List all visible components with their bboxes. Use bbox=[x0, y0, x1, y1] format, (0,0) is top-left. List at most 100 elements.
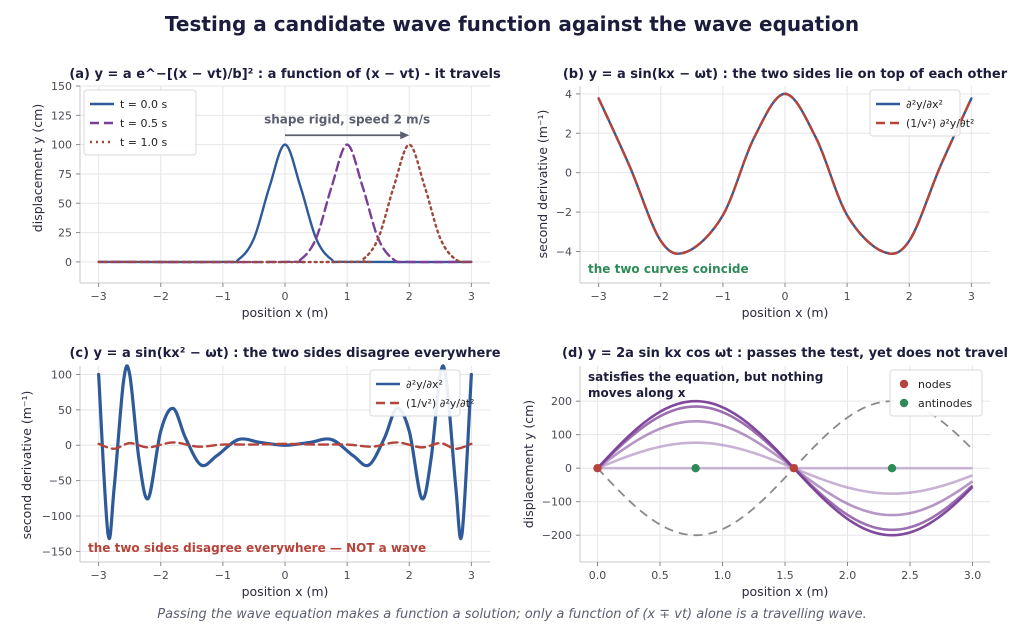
x-tick-label: 1 bbox=[344, 569, 351, 582]
main-title: Testing a candidate wave function agains… bbox=[164, 12, 860, 36]
x-tick-label: 0 bbox=[282, 290, 289, 303]
legend-label-1: ∂²y/∂x² bbox=[406, 378, 443, 391]
x-tick-label: 3.0 bbox=[964, 569, 982, 582]
x-tick-label: 1.5 bbox=[776, 569, 794, 582]
series-line-3 bbox=[97, 143, 473, 264]
node-marker bbox=[593, 463, 602, 473]
x-tick-label: 2.5 bbox=[901, 569, 919, 582]
y-tick-label: 0 bbox=[65, 439, 72, 452]
panel-title: (c) y = a sin(kx² − ωt) : the two sides … bbox=[69, 346, 500, 361]
annotation-text-line-2: moves along x bbox=[588, 386, 686, 400]
y-tick-label: 150 bbox=[51, 80, 72, 93]
y-tick-label: 25 bbox=[58, 227, 72, 240]
y-axis-label: displacement y (cm) bbox=[521, 400, 536, 528]
x-tick-label: 3 bbox=[468, 290, 475, 303]
y-tick-label: 100 bbox=[51, 139, 72, 152]
x-tick-label: 0 bbox=[782, 290, 789, 303]
x-tick-label: −3 bbox=[591, 290, 607, 303]
legend-label-3: t = 1.0 s bbox=[120, 136, 168, 149]
snapshot-curve-3 bbox=[596, 419, 974, 517]
y-tick-label: −50 bbox=[49, 475, 72, 488]
annotation-arrowhead bbox=[400, 131, 410, 140]
y-tick-label: 50 bbox=[58, 404, 72, 417]
x-tick-label: 2 bbox=[406, 569, 413, 582]
x-tick-label: 3 bbox=[968, 290, 975, 303]
legend-label-1: t = 0.0 s bbox=[120, 98, 168, 111]
y-tick-label: 50 bbox=[58, 197, 72, 210]
plot-area bbox=[97, 143, 473, 264]
annotation-text: the two sides disagree everywhere — NOT … bbox=[88, 541, 426, 555]
plot-area bbox=[597, 92, 973, 255]
y-tick-label: 100 bbox=[51, 368, 72, 381]
y-tick-label: 0 bbox=[65, 256, 72, 269]
snapshot-curve-4 bbox=[597, 441, 973, 495]
y-tick-label: −200 bbox=[542, 529, 572, 542]
panel-d: 0.0 0.5 1.0 1.5 2.0 2.5 3.0 −200 −100 0 100 200 posi… bbox=[521, 346, 1008, 599]
x-axis-label: position x (m) bbox=[742, 584, 829, 599]
legend-box bbox=[889, 369, 983, 417]
snapshot-curve-2 bbox=[596, 405, 974, 532]
annotation-text: the two curves coincide bbox=[588, 262, 749, 276]
legend-marker-nodes bbox=[899, 379, 909, 389]
y-tick-label: 0 bbox=[565, 462, 572, 475]
y-tick-label: 2 bbox=[565, 127, 572, 140]
x-tick-label: −1 bbox=[215, 569, 231, 582]
y-tick-label: 100 bbox=[551, 429, 572, 442]
legend-label-2: antinodes bbox=[918, 397, 973, 410]
x-tick-label: −3 bbox=[91, 569, 107, 582]
legend-marker-antinodes bbox=[899, 398, 909, 408]
x-tick-label: 3 bbox=[468, 569, 475, 582]
x-tick-label: 1 bbox=[844, 290, 851, 303]
y-tick-label: 200 bbox=[551, 395, 572, 408]
panel-a: −3 −2 −1 0 1 2 3 0 25 50 75 100 125 150 position x (m)… bbox=[30, 67, 501, 320]
legend-label-2: t = 0.5 s bbox=[120, 117, 168, 130]
legend-box bbox=[369, 369, 461, 417]
x-tick-label: 0.0 bbox=[589, 569, 607, 582]
y-axis-label: displacement y (cm) bbox=[30, 104, 45, 232]
legend-box bbox=[869, 89, 961, 137]
y-axis-label: second derivative (m⁻¹) bbox=[19, 391, 34, 540]
legend-label-1: nodes bbox=[918, 378, 951, 391]
antinode-marker bbox=[887, 463, 897, 473]
x-tick-label: 2 bbox=[906, 290, 913, 303]
x-tick-label: 2.0 bbox=[839, 569, 857, 582]
x-axis-label: position x (m) bbox=[242, 584, 329, 599]
legend-label-1: ∂²y/∂x² bbox=[906, 98, 943, 111]
x-tick-label: −2 bbox=[153, 290, 169, 303]
x-tick-label: −3 bbox=[91, 290, 107, 303]
panel-c: −3 −2 −1 0 1 2 3 −150 −100 −50 0 50 100 position x (m… bbox=[19, 346, 501, 599]
x-tick-label: −2 bbox=[653, 290, 669, 303]
y-tick-label: −2 bbox=[556, 206, 572, 219]
y-tick-label: −150 bbox=[42, 545, 72, 558]
x-tick-label: 0.5 bbox=[651, 569, 669, 582]
x-axis-label: position x (m) bbox=[742, 305, 829, 320]
x-tick-label: 2 bbox=[406, 290, 413, 303]
x-tick-label: 1 bbox=[344, 290, 351, 303]
annotation-text-line-1: satisfies the equation, but nothing bbox=[588, 370, 823, 384]
panel-title: (b) y = a sin(kx − ωt) : the two sides l… bbox=[563, 67, 1008, 82]
y-axis-label: second derivative (m⁻¹) bbox=[535, 110, 550, 259]
x-tick-label: −1 bbox=[215, 290, 231, 303]
y-tick-label: 75 bbox=[58, 168, 72, 181]
legend-box bbox=[83, 89, 197, 156]
y-tick-label: −4 bbox=[556, 245, 572, 258]
series-line-2 bbox=[597, 92, 973, 255]
node-marker bbox=[789, 463, 799, 473]
series-line-2 bbox=[97, 143, 473, 264]
y-tick-label: 4 bbox=[565, 88, 572, 101]
x-axis-label: position x (m) bbox=[242, 305, 329, 320]
y-tick-label: −100 bbox=[42, 510, 72, 523]
y-tick-label: 0 bbox=[565, 167, 572, 180]
panel-title: (d) y = 2a sin kx cos ωt : passes the te… bbox=[562, 346, 1008, 361]
panel-title: (a) y = a e^−[(x − vt)/b]² : a function … bbox=[69, 67, 501, 82]
series-line-2 bbox=[97, 441, 473, 450]
y-tick-label: −100 bbox=[542, 496, 572, 509]
x-tick-label: −1 bbox=[715, 290, 731, 303]
legend-label-2: (1/v²) ∂²y/∂t² bbox=[406, 397, 474, 410]
x-tick-label: 1.0 bbox=[714, 569, 732, 582]
y-tick-label: 125 bbox=[51, 109, 72, 122]
x-tick-label: −2 bbox=[153, 569, 169, 582]
antinode-marker bbox=[691, 463, 700, 473]
comparison-dashed-curve bbox=[596, 400, 974, 537]
footer-note: Passing the wave equation makes a functi… bbox=[157, 607, 867, 622]
